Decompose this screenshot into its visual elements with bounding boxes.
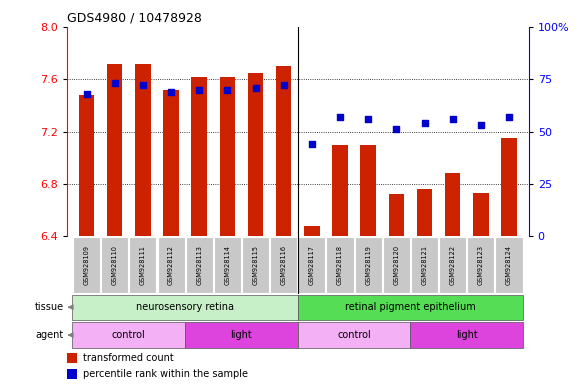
FancyBboxPatch shape — [327, 237, 353, 293]
FancyBboxPatch shape — [383, 237, 410, 293]
Point — [392, 126, 401, 132]
Point — [448, 116, 457, 122]
Text: GDS4980 / 10478928: GDS4980 / 10478928 — [67, 11, 202, 24]
FancyBboxPatch shape — [411, 237, 438, 293]
Text: GSM928110: GSM928110 — [112, 245, 118, 285]
Point — [82, 91, 91, 97]
Text: retinal pigment epithelium: retinal pigment epithelium — [345, 302, 476, 312]
FancyBboxPatch shape — [298, 295, 523, 319]
Bar — [445, 174, 460, 236]
Text: GSM928122: GSM928122 — [450, 245, 456, 285]
Bar — [332, 145, 348, 236]
Bar — [389, 194, 404, 236]
FancyBboxPatch shape — [73, 237, 100, 293]
FancyBboxPatch shape — [298, 322, 410, 348]
FancyBboxPatch shape — [298, 237, 325, 293]
Text: GSM928116: GSM928116 — [281, 245, 286, 285]
FancyBboxPatch shape — [214, 237, 241, 293]
Point — [335, 114, 345, 120]
Text: transformed count: transformed count — [83, 353, 174, 363]
Text: GSM928121: GSM928121 — [421, 245, 428, 285]
Text: agent: agent — [35, 330, 64, 340]
Bar — [248, 73, 263, 236]
Bar — [67, 369, 77, 379]
FancyBboxPatch shape — [439, 237, 466, 293]
Point — [110, 80, 119, 86]
Bar — [79, 95, 94, 236]
Point — [279, 83, 288, 89]
FancyBboxPatch shape — [354, 237, 382, 293]
FancyBboxPatch shape — [157, 237, 185, 293]
Point — [195, 87, 204, 93]
Text: neurosensory retina: neurosensory retina — [136, 302, 234, 312]
Text: control: control — [337, 330, 371, 340]
Point — [364, 116, 373, 122]
Bar — [360, 145, 376, 236]
Text: GSM928115: GSM928115 — [253, 245, 259, 285]
Point — [420, 120, 429, 126]
Point — [476, 122, 486, 128]
FancyBboxPatch shape — [130, 237, 156, 293]
Text: control: control — [112, 330, 146, 340]
FancyBboxPatch shape — [186, 237, 213, 293]
Point — [138, 83, 148, 89]
Text: GSM928124: GSM928124 — [506, 245, 512, 285]
Bar — [501, 138, 517, 236]
Text: GSM928117: GSM928117 — [309, 245, 315, 285]
Point — [166, 89, 175, 95]
Text: light: light — [231, 330, 252, 340]
Text: GSM928119: GSM928119 — [365, 245, 371, 285]
Point — [307, 141, 317, 147]
Bar — [304, 226, 320, 236]
FancyBboxPatch shape — [410, 322, 523, 348]
Text: GSM928113: GSM928113 — [196, 245, 202, 285]
Text: GSM928114: GSM928114 — [224, 245, 230, 285]
Text: GSM928111: GSM928111 — [140, 245, 146, 285]
Bar — [135, 63, 150, 236]
Point — [223, 87, 232, 93]
Bar — [107, 63, 123, 236]
Bar — [163, 90, 179, 236]
Point — [504, 114, 514, 120]
FancyBboxPatch shape — [242, 237, 269, 293]
FancyBboxPatch shape — [185, 322, 298, 348]
Text: light: light — [456, 330, 478, 340]
Text: GSM928109: GSM928109 — [84, 245, 89, 285]
FancyBboxPatch shape — [270, 237, 297, 293]
Bar — [276, 66, 292, 236]
Point — [251, 84, 260, 91]
FancyBboxPatch shape — [73, 322, 185, 348]
Text: GSM928123: GSM928123 — [478, 245, 484, 285]
Text: GSM928118: GSM928118 — [337, 245, 343, 285]
Text: GSM928112: GSM928112 — [168, 245, 174, 285]
Bar — [220, 76, 235, 236]
Text: percentile rank within the sample: percentile rank within the sample — [83, 369, 248, 379]
FancyBboxPatch shape — [496, 237, 522, 293]
Bar — [67, 353, 77, 363]
Text: GSM928120: GSM928120 — [393, 245, 399, 285]
FancyBboxPatch shape — [467, 237, 494, 293]
FancyBboxPatch shape — [73, 295, 298, 319]
Bar — [473, 193, 489, 236]
FancyBboxPatch shape — [101, 237, 128, 293]
Bar — [192, 76, 207, 236]
Text: tissue: tissue — [35, 302, 64, 312]
Bar — [417, 189, 432, 236]
